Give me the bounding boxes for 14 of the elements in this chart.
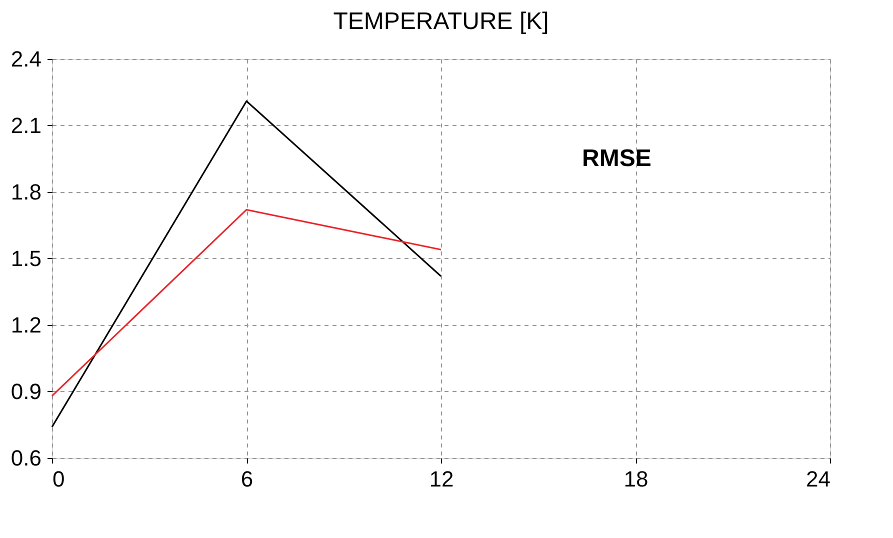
annotation: RMSE: [582, 145, 652, 172]
y-tick-label: 0.6: [10, 446, 42, 470]
x-tick-label: 0: [52, 466, 65, 492]
y-tick-label: 1.5: [10, 246, 42, 271]
x-tick-label: 24: [806, 466, 830, 492]
y-tick-label: 0.9: [10, 379, 42, 404]
x-tick-label: 12: [429, 466, 454, 492]
y-tick-label: 1.2: [10, 312, 42, 338]
x-tick-label: 18: [624, 466, 648, 492]
chart-title: TEMPERATURE [K]: [333, 8, 549, 35]
x-tick-label: 6: [240, 466, 254, 492]
y-tick-label: 2.4: [10, 46, 42, 72]
y-tick-label: 2.1: [10, 113, 42, 138]
y-tick-label: 1.8: [10, 180, 42, 204]
